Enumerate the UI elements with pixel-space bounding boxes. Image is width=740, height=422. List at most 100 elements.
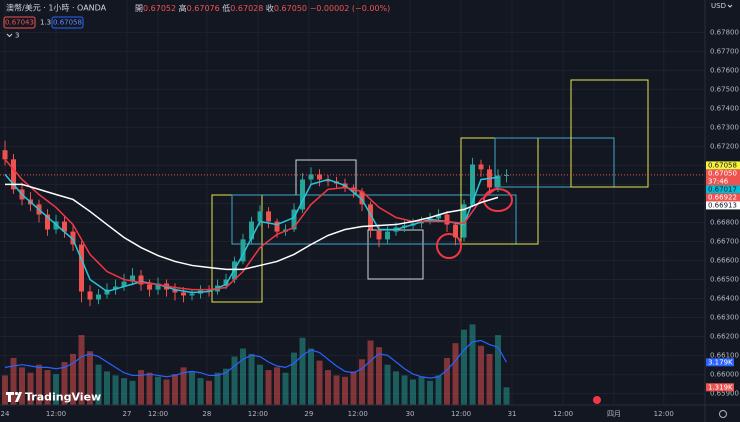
candle-body <box>266 211 272 222</box>
y-tick-label: 0.65900 <box>710 390 739 398</box>
volume-bar <box>384 364 391 405</box>
logo-dot <box>14 391 19 396</box>
y-tick-label: 0.67700 <box>710 47 739 55</box>
volume-label-bg <box>706 383 734 392</box>
volume-bar <box>19 367 26 405</box>
buy-price[interactable]: 0.67058 <box>53 19 82 27</box>
volume-bar <box>138 370 145 405</box>
volume-bar <box>367 340 374 405</box>
candle-body <box>181 292 187 296</box>
candle-body <box>172 289 178 293</box>
sell-button[interactable] <box>3 16 36 29</box>
volume-bar <box>265 370 272 405</box>
logo <box>6 391 22 402</box>
settings-icon[interactable] <box>719 410 727 418</box>
volume-label-bg <box>706 358 734 367</box>
price-label: 0.66913 <box>708 201 737 209</box>
volume-bar <box>27 372 34 405</box>
volume-bar <box>2 375 9 405</box>
volume-bar <box>214 372 221 405</box>
volume-bar <box>121 378 128 405</box>
volume-bar <box>53 374 60 405</box>
value: 0.67052 <box>143 4 176 13</box>
ma-line <box>5 183 499 271</box>
collapse-icon[interactable] <box>6 33 13 38</box>
volume-bar <box>316 360 323 405</box>
price-label: 0.67050 <box>708 169 737 177</box>
volume-bar <box>435 375 442 405</box>
label: 高 <box>179 3 187 13</box>
candle-body <box>45 214 51 230</box>
volume-bar <box>333 375 340 405</box>
volume-bar <box>503 387 510 405</box>
price-label-bg <box>706 193 740 202</box>
box <box>231 194 517 245</box>
volume-bar <box>189 371 196 405</box>
change: −0.00002 (−0.00%) <box>310 4 391 13</box>
candle-body <box>130 275 136 282</box>
volume-bar <box>10 357 17 405</box>
candle-body <box>376 229 382 240</box>
volume-bar <box>478 345 485 405</box>
y-tick-label: 0.66300 <box>710 314 739 322</box>
candle-body <box>325 179 331 182</box>
volume-bar <box>461 329 468 405</box>
y-tick-label: 0.66400 <box>710 295 739 303</box>
y-tick-label: 0.67800 <box>710 28 739 36</box>
volume-bar <box>146 372 153 405</box>
volume-bar <box>206 380 213 405</box>
x-tick-label: 四月 <box>607 410 621 418</box>
candle-body <box>79 244 85 292</box>
x-tick-label: 12:00 <box>553 410 573 418</box>
x-tick-label: 24 <box>1 410 10 418</box>
x-tick-label: 12:00 <box>46 410 66 418</box>
volume-bar <box>350 371 357 405</box>
x-tick-label: 30 <box>406 410 415 418</box>
candle-body <box>385 231 391 240</box>
volume-bar <box>401 375 408 405</box>
candle-body <box>223 279 229 286</box>
box <box>494 137 615 188</box>
y-tick-label: 0.67200 <box>710 142 739 150</box>
volume-bar <box>325 370 332 405</box>
value: 0.67076 <box>187 4 220 13</box>
price-label: 0.66922 <box>708 193 737 201</box>
volume-bar <box>291 352 298 405</box>
ma-line <box>4 173 499 294</box>
event-marker[interactable] <box>593 396 601 404</box>
countdown: 37:46 <box>708 177 729 185</box>
candle-body <box>453 224 459 238</box>
y-tick-label: 0.67600 <box>710 66 739 74</box>
value: 0.67050 <box>274 4 307 13</box>
indicator-count: 3 <box>15 32 19 40</box>
volume-bar <box>180 367 187 405</box>
spread: 1.3 <box>40 19 51 27</box>
y-tick-label: 0.66200 <box>710 333 739 341</box>
axes: 0.67800 0.67700 0.67600 0.67500 0.67400 0.673… <box>1 28 740 418</box>
price-label-bg <box>706 161 740 170</box>
volume-bar <box>163 379 170 405</box>
volume-bar <box>418 376 425 405</box>
price-label: 0.67058 <box>708 161 737 169</box>
label: 低 <box>222 3 230 13</box>
sell-price[interactable]: 0.67043 <box>5 19 34 27</box>
label: 收 <box>266 3 274 13</box>
volume-bar <box>486 353 493 405</box>
currency[interactable]: USD <box>711 2 726 10</box>
y-tick-label: 0.66800 <box>710 218 739 226</box>
volume-bar <box>495 335 502 405</box>
volume-bar <box>87 351 94 405</box>
candle-body <box>2 150 8 160</box>
y-tick-label: 0.66600 <box>710 256 739 264</box>
x-tick-label: 28 <box>202 410 211 418</box>
volume-bar <box>129 380 136 405</box>
volume-bar <box>78 335 85 405</box>
candle-body <box>291 209 297 230</box>
volume-bar <box>393 371 400 405</box>
x-tick-label: 12:00 <box>654 410 674 418</box>
label: 開 <box>135 4 143 13</box>
volume-bar <box>95 364 102 405</box>
currency-arrow[interactable] <box>727 4 733 8</box>
buy-button[interactable] <box>51 16 84 29</box>
